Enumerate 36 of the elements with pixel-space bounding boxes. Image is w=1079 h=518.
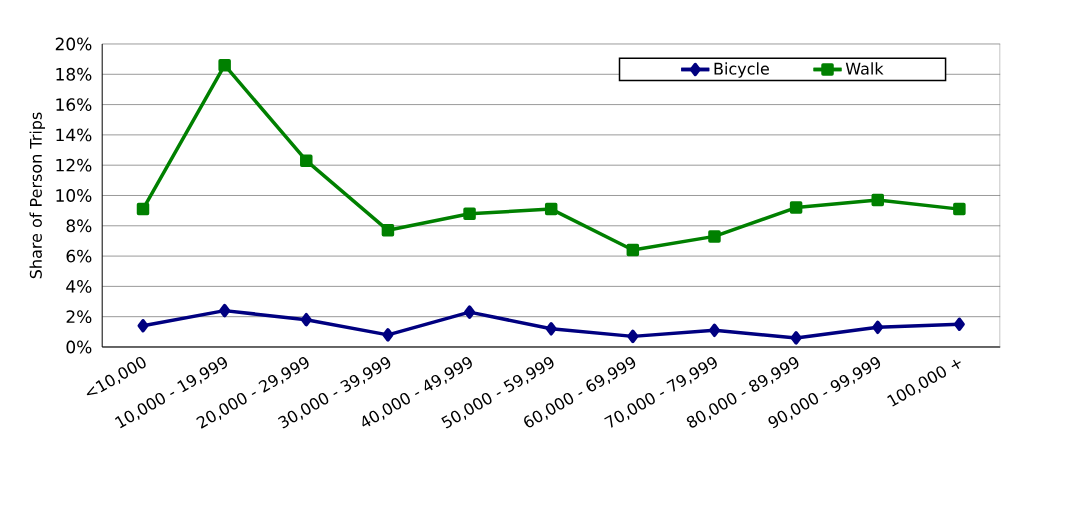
y-tick-label: 6% bbox=[66, 249, 92, 263]
point bbox=[953, 202, 966, 216]
y-tick-label: 14% bbox=[56, 128, 92, 142]
point bbox=[300, 154, 313, 167]
legend-label: Bicycle bbox=[714, 62, 769, 78]
point bbox=[464, 305, 476, 319]
y-tick-label: 0% bbox=[66, 340, 92, 354]
point bbox=[218, 58, 231, 72]
point bbox=[463, 207, 476, 220]
point bbox=[789, 201, 803, 214]
y-tick-label: 2% bbox=[66, 310, 92, 324]
point bbox=[708, 323, 720, 338]
y-tick-label: 10% bbox=[56, 189, 92, 202]
point bbox=[953, 317, 965, 332]
point bbox=[137, 319, 149, 333]
y-tick-label: 8% bbox=[66, 219, 92, 233]
y-axis-title: Share of Person Trips bbox=[29, 112, 46, 279]
y-tick-label: 12% bbox=[56, 158, 92, 172]
point bbox=[872, 320, 884, 335]
legend-label: Walk bbox=[845, 62, 884, 75]
y-tick-label: 16% bbox=[56, 98, 92, 112]
y-tick-label: 20% bbox=[55, 37, 92, 51]
point bbox=[300, 312, 312, 327]
point bbox=[545, 322, 557, 336]
y-tick-label: 4% bbox=[66, 279, 92, 293]
point bbox=[136, 202, 150, 216]
point bbox=[708, 230, 721, 243]
point bbox=[382, 328, 394, 342]
point bbox=[544, 202, 558, 216]
point bbox=[871, 193, 884, 207]
y-tick-label: 18% bbox=[56, 67, 92, 81]
point bbox=[219, 303, 231, 318]
point bbox=[627, 329, 639, 344]
point bbox=[381, 224, 395, 237]
point bbox=[790, 331, 802, 345]
point bbox=[626, 243, 640, 257]
